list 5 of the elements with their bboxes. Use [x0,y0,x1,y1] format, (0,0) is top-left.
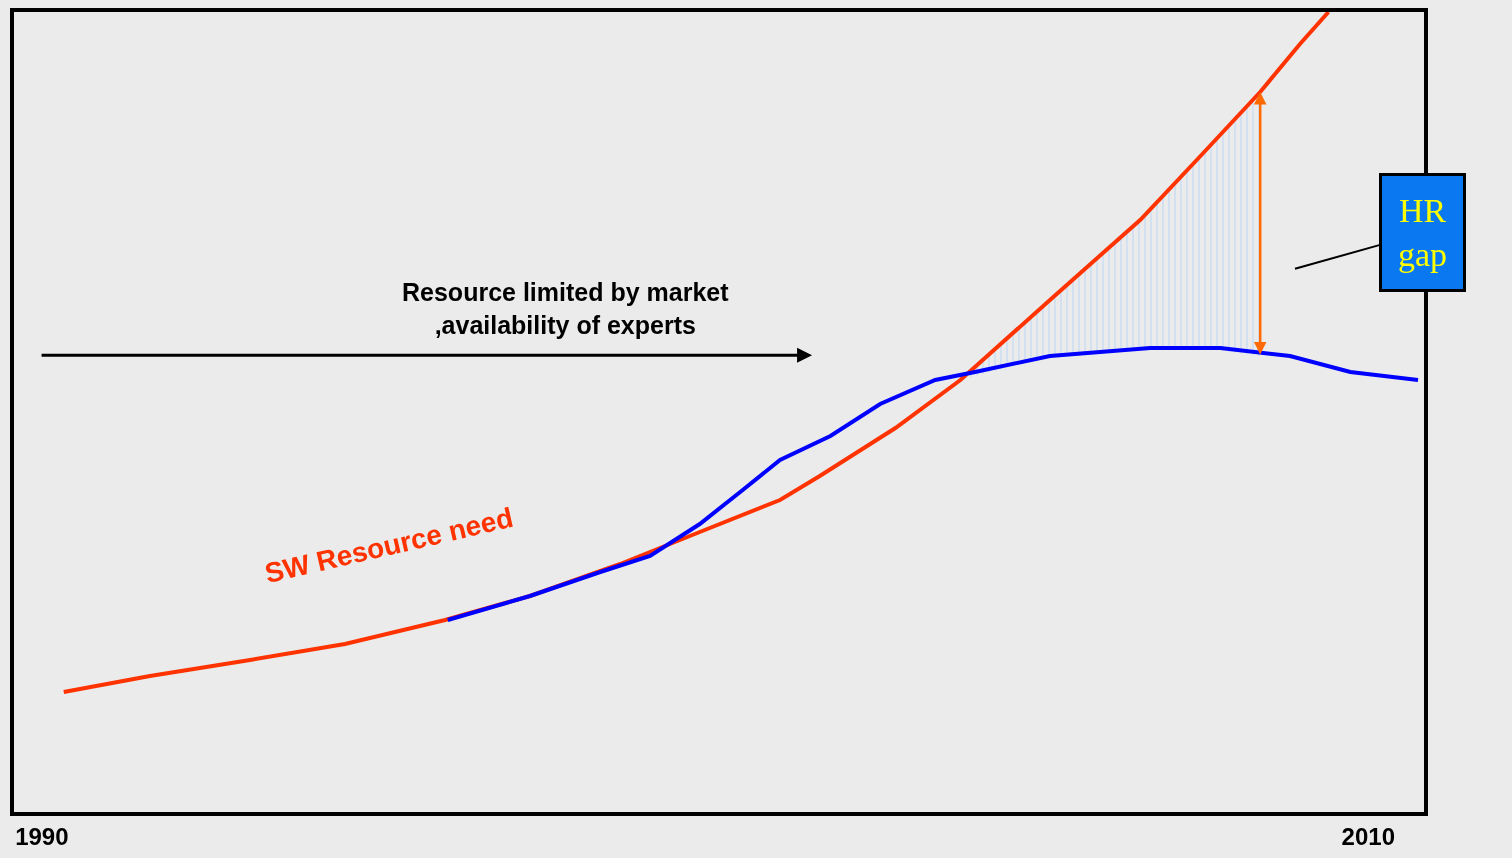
x-tick-label: 1990 [15,822,69,850]
text: SW Resource need [261,501,516,590]
annotation: Resource limited by market ,availability of experts [402,278,730,339]
annotation: HR gap [1398,192,1448,274]
x-tick-label: 2010 [1341,822,1395,850]
